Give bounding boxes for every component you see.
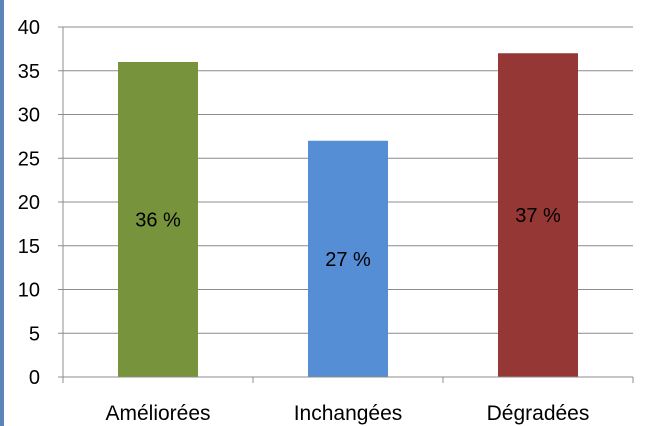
data-label: 27 % [325,249,371,271]
axes [62,27,634,383]
y-axis-ticks: 0 5 10 15 20 25 30 35 40 [18,17,63,389]
y-tick-label: 30 [18,105,40,127]
y-tick-label: 25 [18,148,40,170]
y-tick-label: 35 [18,61,40,83]
x-category-label: Inchangées [294,402,403,425]
y-tick-label: 40 [18,17,40,39]
y-tick-label: 0 [29,367,40,389]
data-labels: 36 % 27 % 37 % [135,205,561,271]
x-category-label: Améliorées [105,402,210,425]
y-tick-label: 10 [18,280,40,302]
bar [118,62,198,377]
left-border [0,0,4,426]
data-label: 36 % [135,210,181,232]
y-tick-label: 15 [18,236,40,258]
bar [498,53,578,377]
bar [308,140,388,377]
data-label: 37 % [515,205,561,227]
y-tick-label: 20 [18,192,40,214]
x-axis-labels: Améliorées Inchangées Dégradées [105,402,589,425]
bars [118,53,578,377]
x-category-label: Dégradées [487,402,590,425]
y-tick-label: 5 [29,323,40,345]
